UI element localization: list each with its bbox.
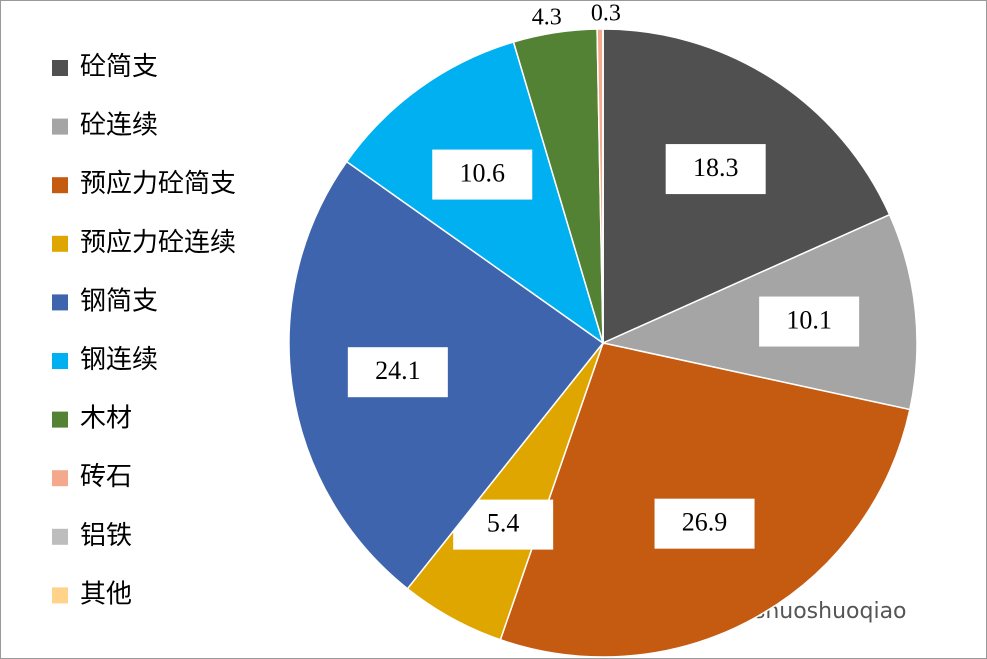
data-label: 5.4 xyxy=(487,509,520,538)
data-label-box xyxy=(665,144,766,195)
legend-label: 钢简支 xyxy=(80,286,158,315)
data-label-box xyxy=(432,149,533,200)
legend-label: 其他 xyxy=(80,579,132,608)
legend-swatch xyxy=(52,470,68,487)
legend-label: 砖石 xyxy=(80,462,132,491)
data-label: 18.3 xyxy=(693,153,739,182)
legend-swatch xyxy=(52,587,68,604)
legend-swatch xyxy=(52,235,68,252)
legend-swatch xyxy=(52,177,68,194)
legend-label: 砼连续 xyxy=(80,111,158,140)
data-label-box xyxy=(654,498,755,549)
data-label: 24.1 xyxy=(375,356,421,385)
data-label: 10.6 xyxy=(459,159,505,188)
legend-label: 铝铁 xyxy=(80,521,132,550)
data-label-box xyxy=(759,296,860,347)
legend-swatch xyxy=(52,528,68,545)
data-label: 4.3 xyxy=(532,4,562,30)
legend-label: 预应力砼连续 xyxy=(80,228,236,257)
legend-swatch xyxy=(52,118,68,135)
data-label: 0.3 xyxy=(591,1,621,27)
legend-swatch xyxy=(52,411,68,428)
legend-label: 砼简支 xyxy=(80,52,158,81)
legend-label: 钢连续 xyxy=(80,345,158,374)
data-label: 10.1 xyxy=(786,306,832,335)
legend-label: 预应力砼简支 xyxy=(80,169,236,198)
legend-label: 木材 xyxy=(80,404,132,433)
data-label-box xyxy=(347,347,448,398)
data-label: 26.9 xyxy=(682,508,728,537)
legend-swatch xyxy=(52,60,68,76)
legend-swatch xyxy=(52,353,68,369)
legend-swatch xyxy=(52,294,68,311)
